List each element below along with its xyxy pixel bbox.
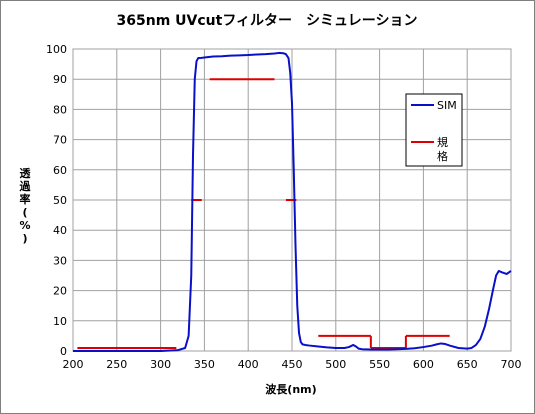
chart-title: 365nm UVcutフィルター シミュレーション	[117, 13, 418, 29]
x-tick-label: 550	[369, 358, 390, 371]
y-tick-label: 100	[46, 43, 67, 56]
y-tick-label: 0	[60, 345, 67, 358]
x-tick-label: 600	[413, 358, 434, 371]
legend-label-spec: 規格	[437, 135, 448, 163]
x-tick-label: 250	[106, 358, 127, 371]
axis-layer: 0 10 20 30 40 50 60 70 80 90 100 200 250 300 350 400 450…	[46, 43, 522, 371]
x-tick-label: 500	[325, 358, 346, 371]
x-tick-label: 650	[457, 358, 478, 371]
x-tick-label: 400	[238, 358, 259, 371]
y-tick-label: 80	[53, 103, 67, 116]
y-axis-title-char: (	[22, 206, 27, 219]
y-axis-title: 透過率(%)	[19, 167, 32, 245]
x-axis-title: 波長(nm)	[265, 382, 316, 396]
sim-series-line	[73, 51, 512, 352]
x-tick-label: 300	[150, 358, 171, 371]
y-tick-label: 50	[53, 194, 67, 207]
legend: SIM 規格	[405, 93, 463, 167]
y-tick-label: 40	[53, 224, 67, 237]
y-axis-title-char: %	[19, 219, 30, 232]
x-tick-label: 350	[194, 358, 215, 371]
legend-label-spec-char: 格	[437, 149, 448, 163]
x-tick-label: 700	[501, 358, 522, 371]
legend-label-spec-char: 規	[437, 135, 448, 149]
y-tick-label: 60	[53, 164, 67, 177]
series-layer	[73, 51, 512, 352]
y-tick-label: 10	[53, 315, 67, 328]
x-tick-label: 450	[282, 358, 303, 371]
y-axis-title-char: 過	[19, 179, 32, 193]
y-tick-label: 70	[53, 134, 67, 147]
y-axis-title-char: )	[22, 232, 27, 245]
y-axis-title-char: 透	[20, 167, 32, 180]
legend-label-sim: SIM	[437, 99, 457, 112]
x-tick-label: 200	[63, 358, 84, 371]
y-tick-label: 20	[53, 285, 67, 298]
y-axis-title-char: 率	[20, 192, 31, 206]
y-tick-label: 90	[53, 73, 67, 86]
y-tick-label: 30	[53, 254, 67, 267]
